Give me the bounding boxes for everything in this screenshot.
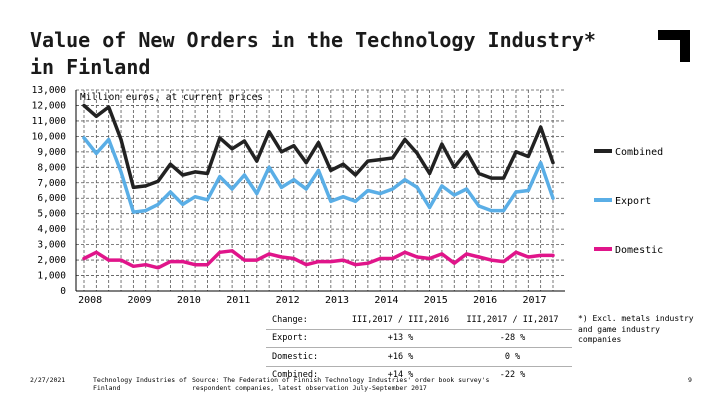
x-tick-label: 2015 (424, 295, 448, 306)
series-line-export (82, 136, 555, 214)
x-tick-label: 2008 (78, 295, 102, 306)
y-tick-label: 7,000 (37, 178, 66, 189)
title-line-1: Value of New Orders in the Technology In… (30, 28, 596, 52)
footer-date: 2/27/2021 (30, 376, 66, 384)
y-tick-label: 6,000 (37, 193, 66, 204)
table-cell: 0 % (504, 351, 521, 362)
table-header-cell: III,2017 / II,2017 (466, 314, 559, 325)
y-tick-label: 10,000 (32, 131, 67, 142)
table-header-cell: III,2017 / III,2016 (351, 314, 450, 325)
page-number: 9 (688, 376, 692, 384)
footer-source: Source: The Federation of Finnish Techno… (192, 376, 490, 392)
y-tick-label: 12,000 (32, 100, 67, 111)
logo-corner-icon (658, 30, 690, 62)
y-tick-label: 9,000 (37, 147, 66, 158)
y-tick-label: 5,000 (37, 209, 66, 220)
x-tick-label: 2009 (127, 295, 151, 306)
y-tick-label: 0 (60, 286, 66, 297)
y-tick-label: 13,000 (32, 85, 67, 96)
footer-org: Technology Industries of Finland (93, 376, 187, 392)
change-table: Change: III,2017 / III,2016 III,2017 / I… (266, 311, 572, 384)
legend-label: Domestic (615, 245, 663, 256)
title-line-2: in Finland (30, 55, 151, 79)
table-cell: -22 % (499, 370, 526, 381)
y-tick-label: 8,000 (37, 162, 66, 173)
x-tick-label: 2010 (177, 295, 201, 306)
table-cell: Export: (272, 333, 308, 344)
x-tick-label: 2014 (374, 295, 398, 306)
table-header-cell: Change: (272, 314, 308, 325)
series-line-combined (82, 103, 555, 190)
y-tick-label: 1,000 (37, 271, 66, 282)
table-row: Combined: +14 % -22 % (266, 367, 572, 385)
table-row: Export: +13 % -28 % (266, 330, 572, 348)
table-row: Domestic: +16 % 0 % (266, 348, 572, 367)
table-header-row: Change: III,2017 / III,2016 III,2017 / I… (266, 311, 572, 330)
legend-label: Combined (615, 147, 663, 158)
x-tick-label: 2011 (226, 295, 250, 306)
table-cell: Combined: (272, 370, 319, 381)
unit-label: Million euros, at current prices (80, 92, 263, 103)
table-cell: +16 % (387, 351, 414, 362)
table-cell: Domestic: (272, 351, 319, 362)
table-cell: +14 % (387, 370, 414, 381)
x-tick-label: 2016 (473, 295, 497, 306)
y-tick-label: 11,000 (32, 116, 67, 127)
series-line-domestic (82, 249, 555, 270)
y-tick-label: 2,000 (37, 255, 66, 266)
y-tick-label: 3,000 (37, 240, 66, 251)
legend-label: Export (615, 196, 651, 207)
y-tick-label: 4,000 (37, 224, 66, 235)
x-tick-label: 2013 (325, 295, 349, 306)
table-cell: +13 % (387, 333, 414, 344)
table-cell: -28 % (499, 333, 526, 344)
x-tick-label: 2012 (276, 295, 300, 306)
chart-title: Value of New Orders in the Technology In… (30, 27, 596, 81)
footnote: *) Excl. metals industry and game indust… (578, 314, 694, 344)
x-tick-label: 2017 (522, 295, 546, 306)
